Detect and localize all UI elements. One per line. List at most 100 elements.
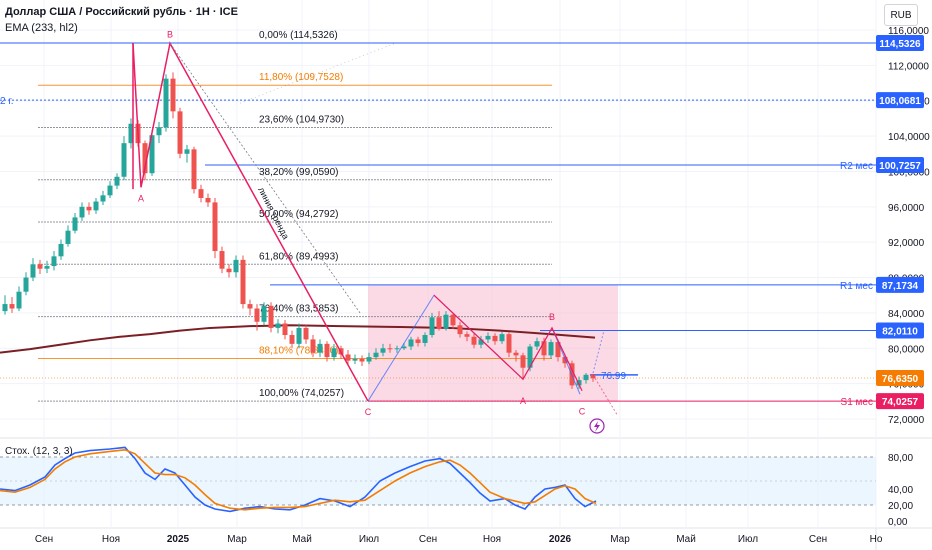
fib-level-label: 11,80% (109,7528) <box>259 72 343 83</box>
chart-title: Доллар США / Российский рубль · 1Н · ICE <box>5 6 238 18</box>
candle-body <box>296 327 302 344</box>
candle-body <box>65 230 71 244</box>
fib-diagonal <box>169 43 361 314</box>
candle-body <box>93 201 99 211</box>
time-tick-label: Мар <box>610 534 630 545</box>
candle-body <box>44 266 50 269</box>
candle-body <box>366 357 372 362</box>
candle-body <box>345 354 351 361</box>
candle-body <box>212 202 218 252</box>
lightning-bolt-icon <box>594 421 600 432</box>
pivot-label: R1 мес <box>840 281 873 292</box>
candle-body <box>541 341 547 356</box>
time-tick-label: Ноя <box>102 534 120 545</box>
candle-body <box>86 206 92 211</box>
candle-body <box>513 352 519 356</box>
time-tick-label: Июл <box>738 534 758 545</box>
fib-level-label: 50,00% (94,2792) <box>259 209 339 220</box>
candle-body <box>401 346 407 349</box>
candle-body <box>37 264 43 269</box>
price-badge <box>876 322 924 339</box>
candle-body <box>121 143 127 177</box>
candle-body <box>114 176 120 186</box>
time-tick-label: Ноя <box>483 534 501 545</box>
pivot-label: R2 мес <box>840 161 873 172</box>
candle-body <box>247 304 253 309</box>
candle-body <box>254 308 260 322</box>
candle-body <box>275 323 281 328</box>
price-badge-label: 87,1734 <box>882 281 919 292</box>
candle-body <box>324 343 330 358</box>
candle-body <box>352 358 358 361</box>
price-tick-label: 72,0000 <box>888 415 925 426</box>
wave-label: A <box>520 396 526 406</box>
candle-body <box>310 339 316 353</box>
candle-body <box>282 323 288 336</box>
candle-body <box>457 325 463 335</box>
candle-body <box>485 335 491 340</box>
wave-correction-pink <box>433 294 583 391</box>
price-badge-label: 108,0681 <box>879 96 921 107</box>
candle-body <box>499 334 505 342</box>
candle-body <box>422 335 428 343</box>
currency-button[interactable]: RUB <box>884 4 918 26</box>
candle-body <box>16 291 22 309</box>
time-tick-label: Сен <box>419 534 437 545</box>
stoch-tick-label: 80,00 <box>888 453 913 464</box>
fib-level-label: 100,00% (74,0257) <box>259 388 344 399</box>
candle-body <box>142 143 148 174</box>
candle-body <box>184 149 190 154</box>
price-tick-label: 116,0000 <box>888 26 929 37</box>
price-badge <box>876 370 924 387</box>
price-tick-label: 80,0000 <box>888 344 925 355</box>
stoch-d-line <box>0 448 597 511</box>
price-badge <box>876 92 924 109</box>
stoch-k-line <box>0 446 597 513</box>
price-tick-label: 92,0000 <box>888 238 925 249</box>
candle-body <box>527 346 533 368</box>
price-badge <box>876 157 924 174</box>
candle-body <box>219 251 225 269</box>
candle-body <box>9 304 15 309</box>
wave-label: A <box>138 193 144 203</box>
ema-line <box>0 324 596 354</box>
time-tick-label: Но <box>870 534 883 545</box>
price-badge-label: 76,6350 <box>882 374 919 385</box>
candle-body <box>100 195 106 202</box>
fib-level-label: 88,10% (78,8460) <box>259 345 339 356</box>
time-tick-label: Сен <box>35 534 53 545</box>
stoch-tick-label: 40,00 <box>888 485 913 496</box>
target-label: 76.99 <box>601 371 626 382</box>
candle-body <box>583 374 589 381</box>
candle-body <box>163 78 169 128</box>
stoch-tick-label: 20,00 <box>888 501 913 512</box>
wave-label: C <box>579 406 586 416</box>
candle-body <box>590 374 596 379</box>
candle-body <box>478 339 484 345</box>
wave-label: C <box>365 407 372 417</box>
price-badge-label: 82,0110 <box>882 326 918 337</box>
price-badge-label: 74,0257 <box>882 397 919 408</box>
price-tick-label: 112,0000 <box>888 61 929 72</box>
wave-label: B <box>549 312 555 322</box>
candle-body <box>520 355 526 368</box>
time-tick-label: Май <box>676 534 696 545</box>
candle-body <box>548 342 554 356</box>
candle-body <box>317 343 323 353</box>
price-tick-label: 84,0000 <box>888 309 925 320</box>
candle-body <box>289 335 295 344</box>
candle-body <box>429 317 435 336</box>
year-cut-label: 2 г. <box>0 96 14 107</box>
candle-body <box>51 256 57 267</box>
candle-body <box>233 259 239 273</box>
fib-level-label: 0,00% (114,5326) <box>259 30 338 41</box>
price-badge-label: 100,7257 <box>879 161 921 172</box>
lightning-icon <box>589 418 605 434</box>
candle-body <box>373 352 379 358</box>
grid <box>0 0 877 528</box>
candle-body <box>177 111 183 154</box>
candle-body <box>240 259 246 305</box>
candle-body <box>562 357 568 364</box>
candle-body <box>72 217 78 231</box>
